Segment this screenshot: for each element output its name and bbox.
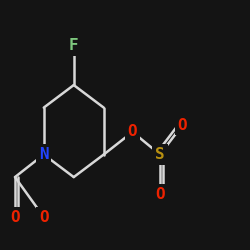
Text: O: O (178, 118, 187, 132)
Text: N: N (39, 147, 48, 162)
Text: O: O (39, 210, 48, 224)
Text: F: F (69, 38, 78, 53)
Text: S: S (155, 147, 165, 162)
Text: O: O (155, 187, 165, 202)
Text: O: O (10, 210, 20, 224)
Text: O: O (128, 124, 137, 140)
